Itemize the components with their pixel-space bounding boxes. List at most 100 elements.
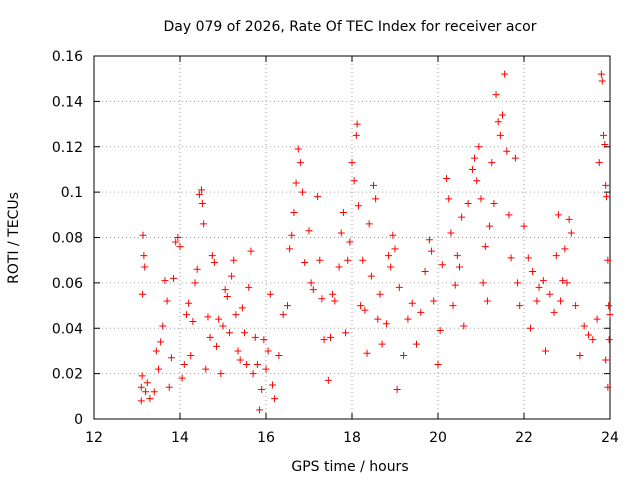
data-point — [539, 277, 547, 285]
data-point — [331, 297, 339, 305]
data-point — [217, 370, 225, 378]
data-point — [458, 213, 466, 221]
data-point — [557, 297, 565, 305]
data-point — [477, 195, 485, 203]
data-point — [514, 279, 522, 287]
y-tick-label: 0.08 — [52, 231, 83, 247]
x-tick-label: 24 — [601, 430, 619, 446]
data-point — [436, 327, 444, 335]
data-point — [576, 351, 584, 359]
data-point — [309, 286, 317, 294]
data-point — [137, 397, 145, 405]
data-point — [143, 379, 151, 387]
data-point — [430, 297, 438, 305]
data-point — [346, 238, 354, 246]
data-point — [598, 77, 606, 85]
data-point — [535, 283, 543, 291]
axis-ticks — [93, 55, 611, 420]
data-point — [486, 222, 494, 230]
data-point — [138, 372, 146, 380]
data-point — [245, 283, 253, 291]
data-point — [284, 302, 291, 310]
data-point — [511, 154, 519, 162]
data-point — [353, 120, 361, 128]
data-point — [198, 199, 206, 207]
data-point — [501, 70, 509, 78]
data-point — [344, 256, 352, 264]
data-point — [546, 290, 554, 298]
data-point — [361, 306, 369, 314]
data-point — [167, 354, 175, 362]
data-point — [155, 365, 162, 373]
data-point — [234, 347, 242, 355]
data-point — [516, 302, 524, 310]
data-point — [492, 91, 500, 99]
data-point — [290, 209, 298, 217]
data-point — [567, 229, 575, 237]
data-point — [307, 279, 315, 287]
data-point — [279, 311, 287, 319]
data-point — [198, 186, 205, 194]
data-point — [481, 243, 489, 251]
data-point — [413, 340, 420, 348]
x-tick-label: 18 — [343, 430, 361, 446]
data-point — [533, 297, 541, 305]
data-point — [348, 159, 356, 167]
data-point — [387, 263, 395, 271]
data-point — [464, 199, 472, 207]
data-point — [505, 211, 513, 219]
data-point — [193, 265, 201, 273]
data-point — [213, 342, 221, 350]
x-tick-label: 22 — [515, 430, 533, 446]
data-point — [417, 308, 425, 316]
data-point — [268, 381, 276, 389]
data-point — [572, 302, 580, 310]
data-point — [163, 297, 171, 305]
data-point — [185, 299, 193, 307]
data-point — [258, 386, 266, 394]
data-point — [262, 365, 270, 373]
y-tick-label: 0.12 — [52, 140, 83, 156]
data-point — [327, 333, 334, 341]
y-tick-label: 0.02 — [52, 367, 83, 383]
data-point — [400, 351, 408, 359]
x-tick-label: 16 — [257, 430, 275, 446]
data-point — [335, 263, 343, 271]
data-point — [292, 179, 300, 187]
data-point — [425, 236, 433, 244]
x-tick-label: 12 — [85, 430, 103, 446]
data-point — [475, 143, 483, 151]
data-point — [580, 322, 588, 330]
data-point — [204, 313, 212, 321]
data-point — [449, 302, 457, 310]
data-point — [271, 395, 279, 403]
data-point — [200, 220, 208, 228]
data-point — [238, 304, 246, 312]
data-point — [372, 195, 380, 203]
data-point — [230, 256, 238, 264]
data-point — [314, 193, 322, 201]
data-point — [208, 252, 216, 260]
data-point — [182, 311, 190, 319]
data-point — [354, 202, 362, 210]
data-point — [559, 277, 567, 285]
data-point — [395, 283, 403, 291]
data-point — [140, 252, 148, 260]
y-tick-labels: 0 0.02 0.04 0.06 0.08 0.1 0.12 0.14 0.16 — [52, 49, 83, 428]
data-point — [507, 254, 515, 262]
data-point — [604, 383, 612, 391]
data-point — [473, 177, 481, 185]
data-point — [526, 324, 534, 332]
data-point — [288, 231, 296, 239]
data-point — [443, 175, 451, 183]
data-point — [603, 193, 611, 201]
data-point — [451, 281, 459, 289]
data-point — [305, 227, 313, 235]
data-point — [378, 340, 386, 348]
data-point — [471, 154, 479, 162]
y-tick-label: 0.04 — [52, 321, 83, 337]
data-point — [236, 356, 244, 364]
y-tick-label: 0.1 — [61, 185, 83, 201]
data-point — [161, 277, 169, 285]
data-point — [605, 336, 613, 344]
